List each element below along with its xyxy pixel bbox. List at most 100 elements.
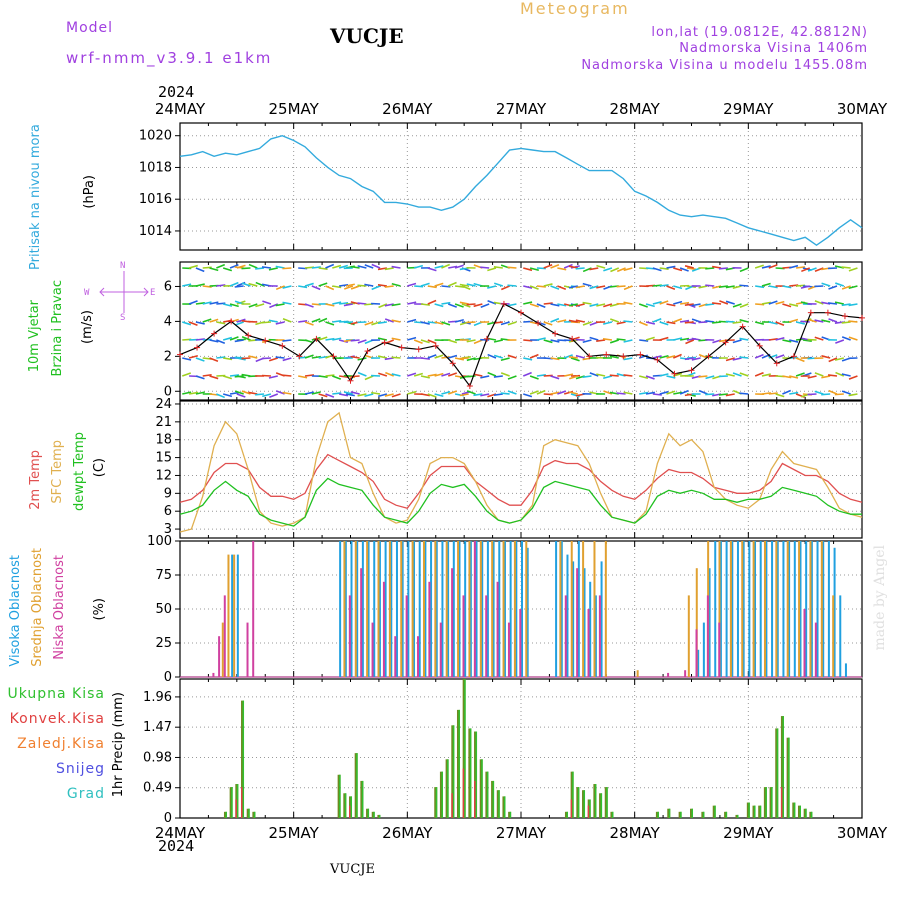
wind-barb: [391, 319, 401, 323]
wind-barb: [493, 393, 503, 397]
wind-barb: [775, 354, 785, 359]
wind-barb: [357, 371, 367, 377]
wind-barb: [616, 338, 626, 341]
wind-barb: [434, 393, 444, 398]
wind-barb: [466, 283, 476, 287]
wind-barb: [229, 303, 239, 308]
wind-barb: [268, 319, 278, 323]
cloud-bar-high: [384, 541, 387, 677]
cloud-bar-high: [401, 541, 404, 677]
wind-barb: [768, 392, 778, 395]
compass-e: E: [150, 288, 156, 298]
cloud-bar-low: [371, 622, 374, 677]
wind-barb: [800, 320, 810, 323]
cloud-bar-mid: [227, 554, 230, 677]
wind-barb: [522, 371, 532, 377]
wind-barb: [344, 285, 354, 290]
wind-barb: [536, 337, 546, 341]
wind-barb: [725, 285, 735, 289]
wind-barb: [828, 318, 838, 323]
wind-barb: [182, 357, 192, 361]
y-tick-label: 15: [155, 451, 172, 466]
wind-barb: [807, 318, 817, 323]
wind-barb: [725, 300, 735, 305]
wind-barb: [666, 321, 676, 325]
wind-barb: [596, 373, 606, 377]
precip-bar-total-highlight: [498, 790, 500, 818]
precip-bar-total-highlight: [503, 796, 506, 818]
x-tick-label-bottom: 28MAY: [610, 824, 661, 842]
wind-barb: [377, 393, 388, 398]
wind-barb: [357, 393, 367, 397]
wind-barb: [229, 336, 239, 341]
cloud-bar-high: [754, 541, 757, 677]
wind-barb: [652, 301, 662, 305]
temp-sfc-line: [179, 411, 863, 533]
wind-barb: [473, 393, 483, 397]
wind-barb: [754, 353, 764, 359]
wind-barb: [332, 264, 342, 269]
precip-bar-total-highlight: [668, 808, 671, 818]
wind-barb: [234, 321, 244, 326]
wind-barb: [454, 318, 464, 323]
wind-barb: [357, 339, 367, 344]
wind-barb: [420, 357, 431, 360]
cloud-bar-high: [799, 541, 802, 677]
wind-barb: [209, 318, 219, 323]
wind-barb: [216, 263, 226, 269]
wind-barb: [234, 390, 244, 395]
wind-barb: [222, 375, 233, 380]
cloud-bar-high: [827, 541, 830, 677]
cloud-bar-mid: [786, 541, 789, 677]
precip-bar-convective: [474, 780, 476, 818]
wind-barb: [523, 301, 533, 305]
cloud-bar-high: [782, 541, 785, 677]
panel-frame: [179, 400, 863, 539]
wind-barb: [275, 390, 285, 395]
wind-barb: [666, 375, 676, 379]
model-label: Model: [66, 20, 114, 36]
precip-bar-total-highlight: [344, 793, 347, 818]
wind-barb: [543, 302, 553, 305]
wind-barb: [543, 264, 553, 269]
cloud-bar-high: [600, 561, 603, 677]
wind-barb: [582, 282, 592, 287]
wind-barb: [364, 321, 374, 326]
x-tick-label-bottom: 27MAY: [496, 824, 547, 842]
cloud-bar-mid: [832, 595, 835, 677]
wind-barb: [835, 282, 845, 287]
wind-barb: [188, 264, 198, 269]
year-bottom: 2024: [158, 837, 195, 855]
wind-barb: [350, 391, 360, 395]
x-tick-label-top: 28MAY: [610, 100, 661, 118]
wind-barb: [448, 265, 458, 269]
wind-barb: [447, 281, 457, 287]
wind-barb: [602, 321, 613, 325]
wind-barb: [332, 301, 342, 305]
wind-barb: [789, 391, 799, 395]
wind-barb: [645, 375, 655, 380]
wind-barb: [666, 303, 676, 307]
wind-barb: [507, 390, 517, 395]
cloud-bar-low: [451, 568, 454, 677]
wind-barb: [623, 301, 633, 305]
y-tick-label: 4: [164, 314, 172, 329]
wind-barb: [332, 392, 342, 395]
wind-barb: [338, 264, 348, 269]
cloud-bar-mid: [775, 541, 778, 677]
panel-frame: [179, 678, 863, 819]
wind-barb: [680, 319, 690, 323]
cloud-bar-low: [803, 609, 806, 677]
cloud-bar-high: [503, 541, 506, 677]
wind-barb: [350, 355, 360, 359]
cloud-bar-high: [373, 541, 376, 677]
cloud-bar-low: [252, 541, 255, 677]
wind-barb: [659, 390, 669, 395]
y-tick-label: 0: [164, 811, 172, 826]
wind-barb: [789, 303, 799, 307]
wind-barb: [427, 267, 437, 272]
wind-barb: [550, 285, 560, 290]
cloud-panel: 0 25 50 75 100: [147, 534, 863, 685]
wind-barb: [234, 285, 244, 288]
wind-barb: [761, 301, 771, 305]
